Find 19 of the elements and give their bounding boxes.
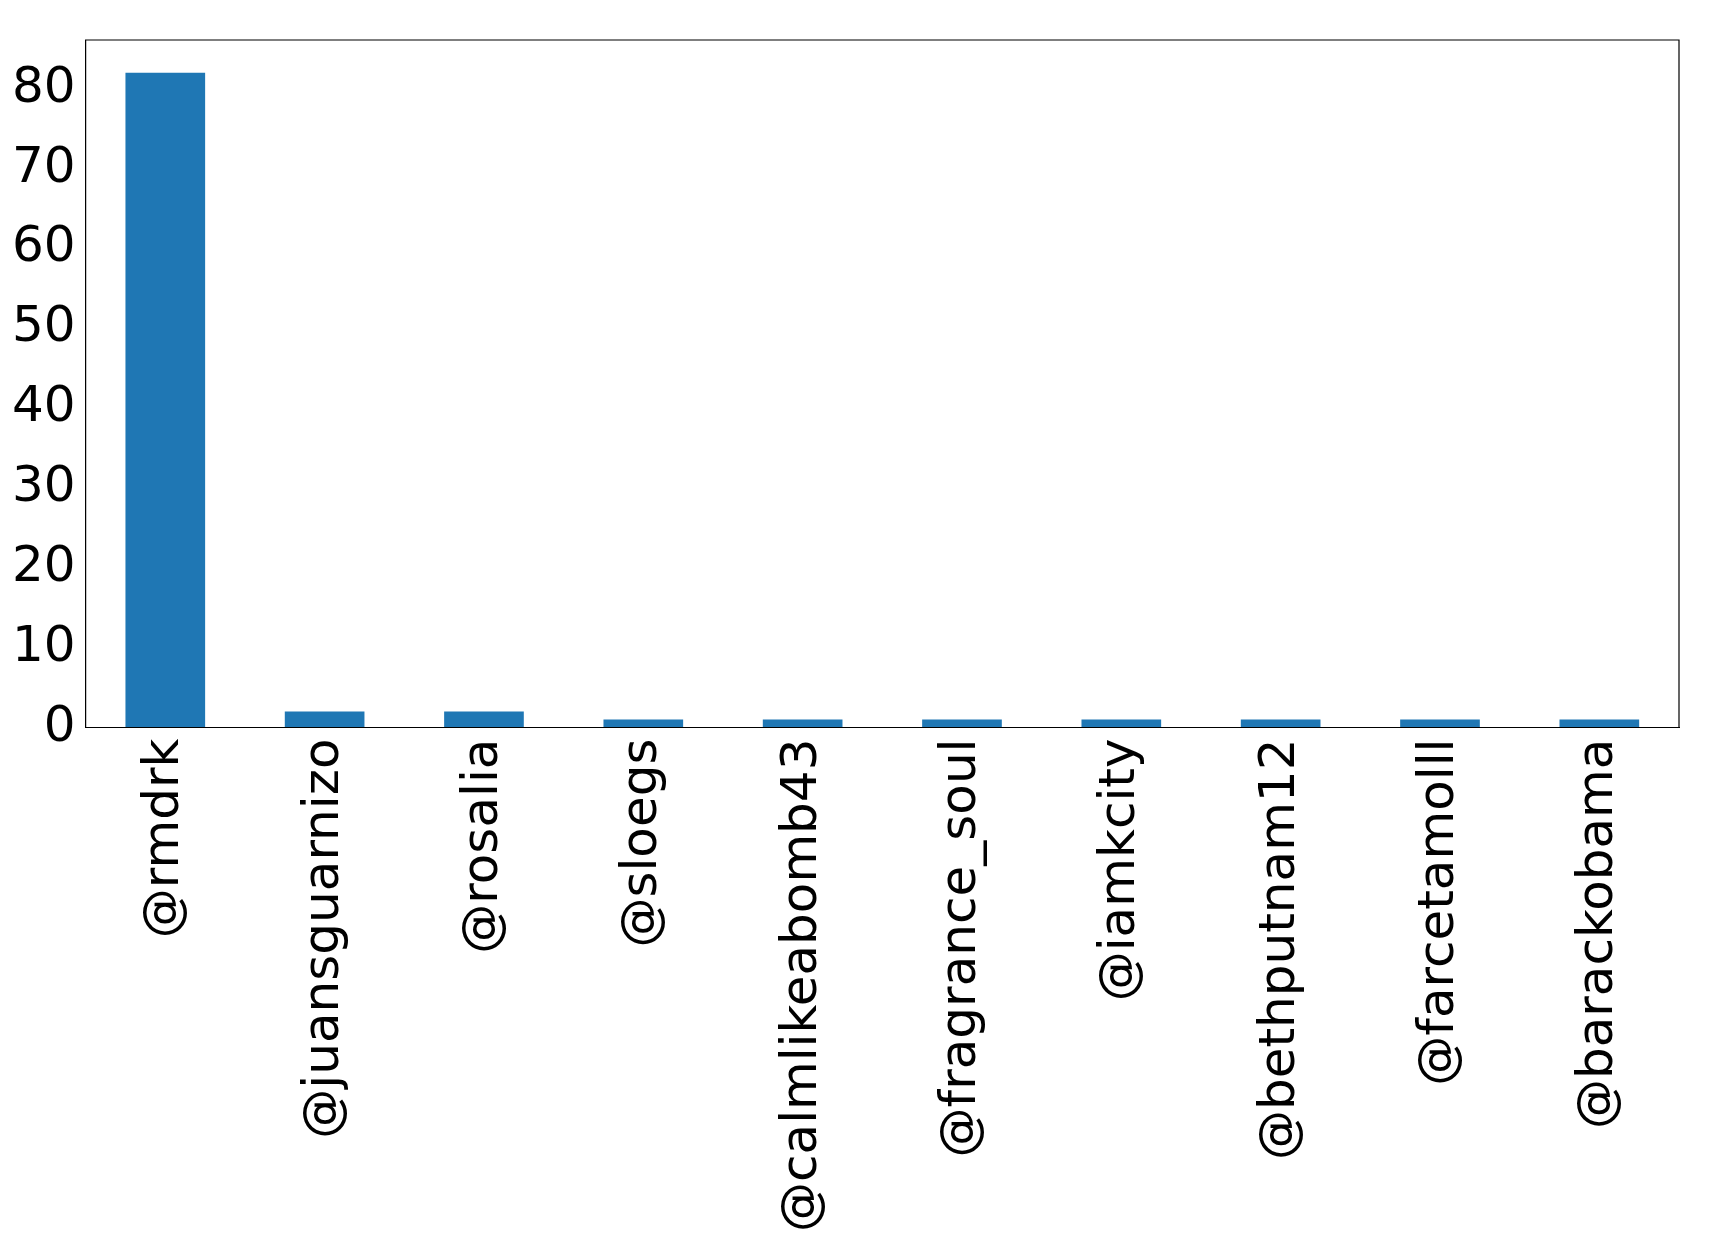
x-tick-label: @rmdrk [132,738,191,939]
x-tick-label: @bethputnam12 [1247,738,1306,1160]
x-tick-label: @farcetamolll [1406,738,1465,1086]
y-tick-label: 20 [12,534,76,593]
y-tick-label: 30 [12,454,76,513]
x-tick-label: @fragrance_soul [928,738,987,1158]
x-tick-label: @calmlikeabomb43 [769,738,828,1232]
y-tick-label: 0 [43,694,76,753]
y-tick-label: 80 [12,55,76,114]
x-tick-label: @barackobama [1566,738,1625,1130]
y-tick-label: 70 [12,135,76,194]
y-tick-label: 40 [12,375,76,434]
x-tick-label: @sloegs [610,738,669,948]
y-tick-label: 60 [12,215,76,274]
x-tick-label: @rosalia [450,738,509,954]
x-tick-label: @juansguarnizo [291,738,350,1139]
x-tick-label: @iamkcity [1088,738,1147,1002]
y-tick-label: 50 [12,295,76,354]
y-tick-label: 10 [12,614,76,673]
